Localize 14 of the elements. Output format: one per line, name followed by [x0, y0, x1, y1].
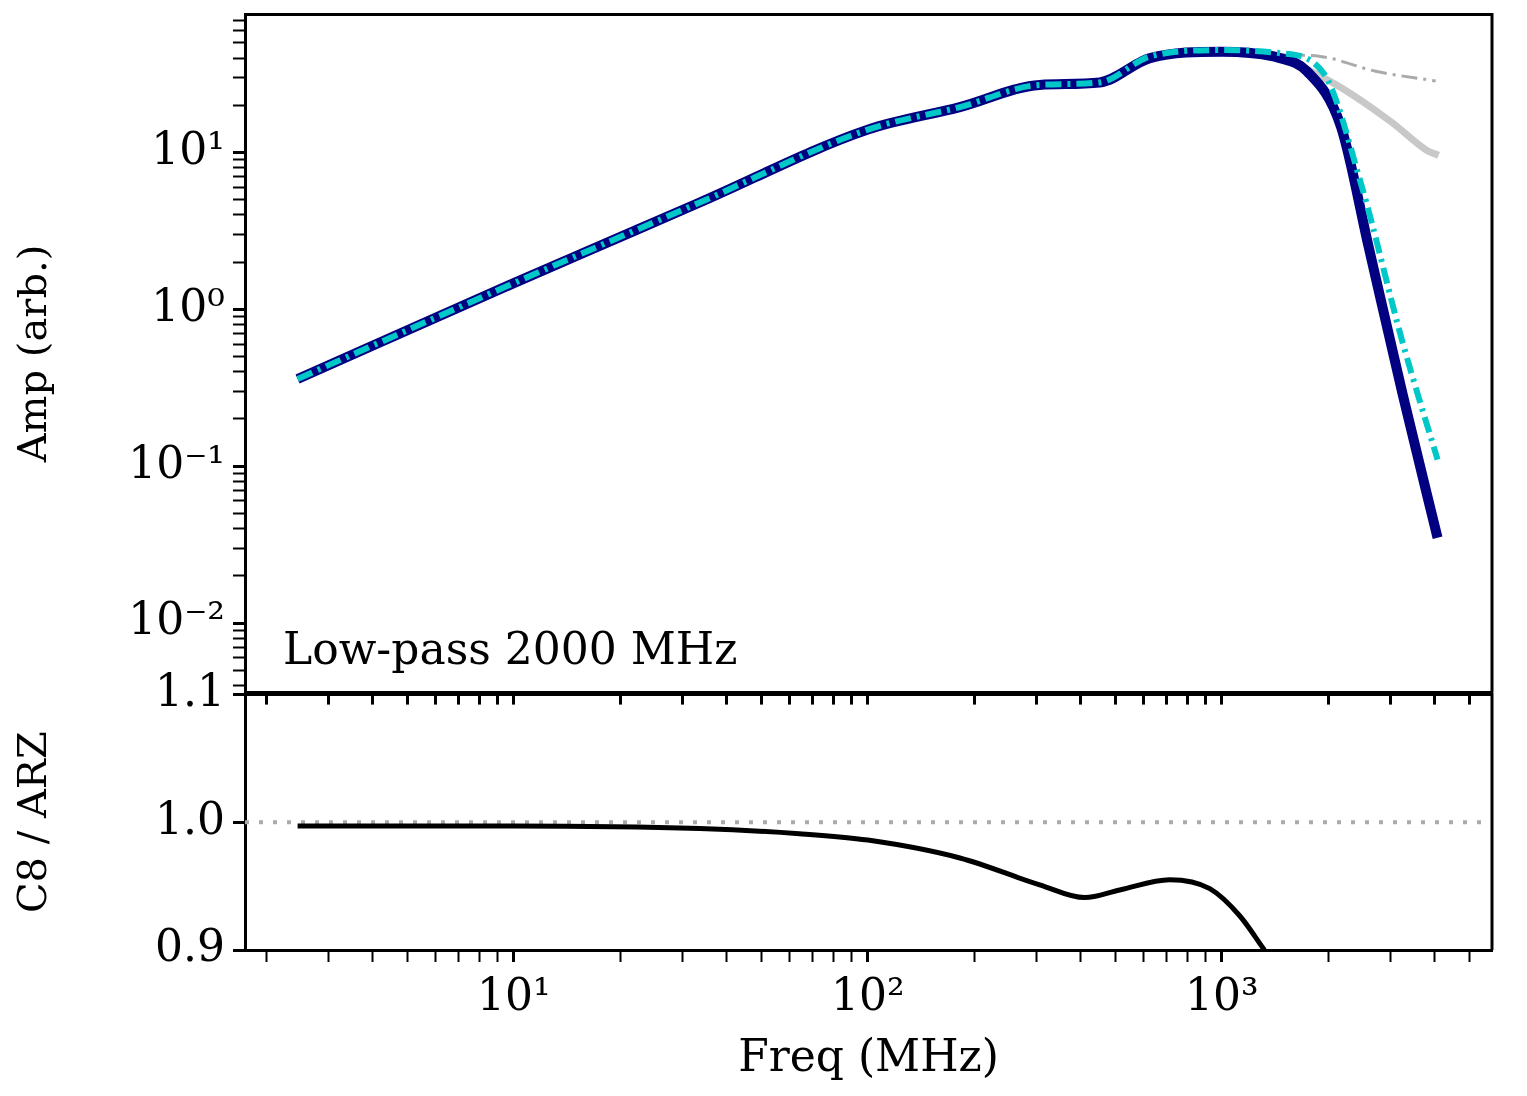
x-tick-label: 10³: [1184, 968, 1259, 1020]
y-tick-label: 10⁰: [151, 279, 225, 331]
y-tick-label: 10⁻²: [128, 593, 225, 645]
y-axis-title: C8 / ARZ: [9, 731, 56, 914]
y-tick-label: 1.1: [155, 664, 225, 716]
y-tick-label: 10⁻¹: [128, 436, 225, 488]
annotation: Low-pass 2000 MHz: [283, 623, 738, 675]
y-tick-label: 10¹: [151, 122, 225, 174]
y-tick-label: 0.9: [155, 920, 225, 972]
y-axis-title: Amp (arb.): [9, 244, 56, 464]
x-axis-title: Freq (MHz): [738, 1030, 999, 1082]
y-tick-label: 1.0: [155, 792, 225, 844]
x-tick-label: 10²: [830, 968, 905, 1020]
x-tick-label: 10¹: [477, 968, 551, 1020]
